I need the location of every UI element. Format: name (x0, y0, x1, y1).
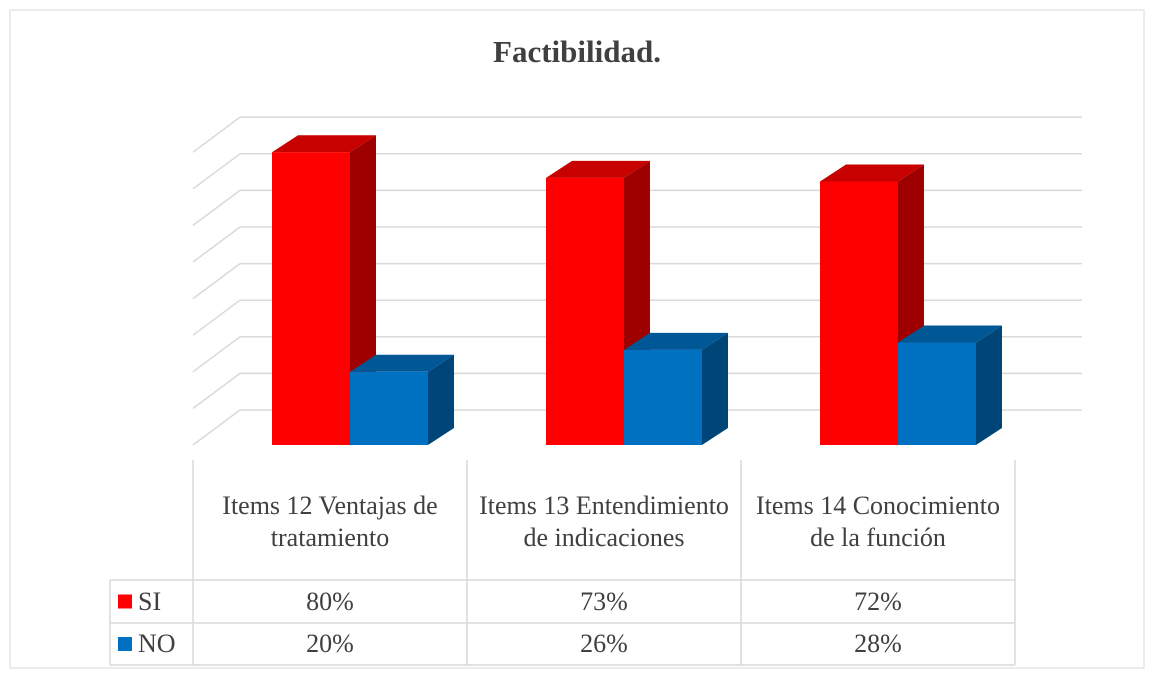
bar-front (898, 342, 976, 445)
grid-line-side (192, 409, 241, 446)
bar-top (546, 160, 650, 178)
bar-front (272, 152, 350, 445)
grid-line-side (192, 336, 241, 373)
bar (272, 135, 376, 445)
bar (350, 354, 454, 445)
bar-side (428, 354, 454, 445)
bar-front (624, 349, 702, 445)
bar-front (546, 177, 624, 445)
grid-line-side (192, 262, 241, 300)
category-label: Items 12 Ventajas de tratamiento (222, 491, 438, 552)
grid-line-side (192, 116, 241, 153)
chart-title: Factibilidad. (493, 34, 661, 69)
value-label: 80% (306, 586, 354, 616)
bar (898, 325, 1002, 445)
bar-top (350, 354, 454, 372)
legend-swatch (118, 594, 132, 609)
bar-top (898, 325, 1002, 343)
value-label: 28% (854, 629, 902, 658)
bar-front (350, 371, 428, 445)
legend-label: NO (138, 629, 176, 658)
value-label: 73% (580, 586, 628, 616)
bar-side (702, 332, 728, 445)
bar (624, 332, 728, 445)
grid-line-side (192, 299, 241, 336)
bar-top (820, 164, 924, 182)
bar-front (820, 181, 898, 446)
bar-top (624, 332, 728, 350)
grid-line-side (192, 226, 241, 263)
value-label: 26% (580, 629, 628, 658)
legend-swatch (118, 637, 132, 651)
grid-line-side (192, 153, 241, 190)
value-label: 20% (306, 629, 354, 658)
grid-line-side (192, 372, 241, 410)
grid-line-side (192, 189, 241, 227)
value-label: 72% (854, 586, 902, 616)
category-label: Items 13 Entendimiento de indicaciones (479, 491, 729, 552)
bar-top (272, 135, 376, 153)
legend-label: SI (138, 586, 162, 616)
category-label: Items 14 Conocimiento de la función (755, 491, 1001, 552)
bar-side (976, 325, 1002, 445)
